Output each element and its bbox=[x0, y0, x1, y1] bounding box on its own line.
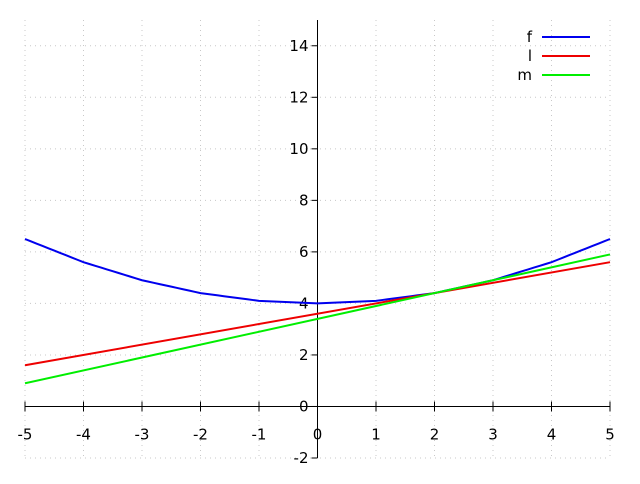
x-tick-label: -1 bbox=[252, 425, 267, 443]
x-tick-label: 5 bbox=[605, 425, 615, 443]
y-tick-label: 14 bbox=[289, 37, 308, 55]
legend-label-l: l bbox=[528, 47, 532, 65]
series-lines bbox=[24, 238, 611, 385]
x-tick-label: 0 bbox=[313, 425, 323, 443]
series-line-l bbox=[24, 261, 611, 367]
legend-label-m: m bbox=[517, 66, 532, 84]
x-tick-label: -5 bbox=[18, 425, 33, 443]
y-tick-label: -2 bbox=[294, 449, 309, 467]
x-tick-label: 1 bbox=[371, 425, 381, 443]
x-tick-label: 3 bbox=[488, 425, 498, 443]
y-tick-label: 2 bbox=[299, 346, 309, 364]
x-tick-label: -2 bbox=[193, 425, 208, 443]
x-tick-label: 2 bbox=[430, 425, 440, 443]
y-tick-label: 0 bbox=[299, 397, 309, 415]
legend: flm bbox=[517, 28, 590, 84]
legend-label-f: f bbox=[527, 28, 533, 46]
series-line-m bbox=[24, 253, 611, 385]
y-tick-label: 8 bbox=[299, 191, 309, 209]
y-tick-label: 6 bbox=[299, 243, 309, 261]
y-tick-label: 10 bbox=[289, 140, 308, 158]
x-tick-label: 4 bbox=[547, 425, 557, 443]
x-tick-label: -4 bbox=[76, 425, 91, 443]
y-tick-label: 12 bbox=[289, 88, 308, 106]
series-line-f bbox=[24, 238, 611, 305]
x-tick-label: -3 bbox=[135, 425, 150, 443]
